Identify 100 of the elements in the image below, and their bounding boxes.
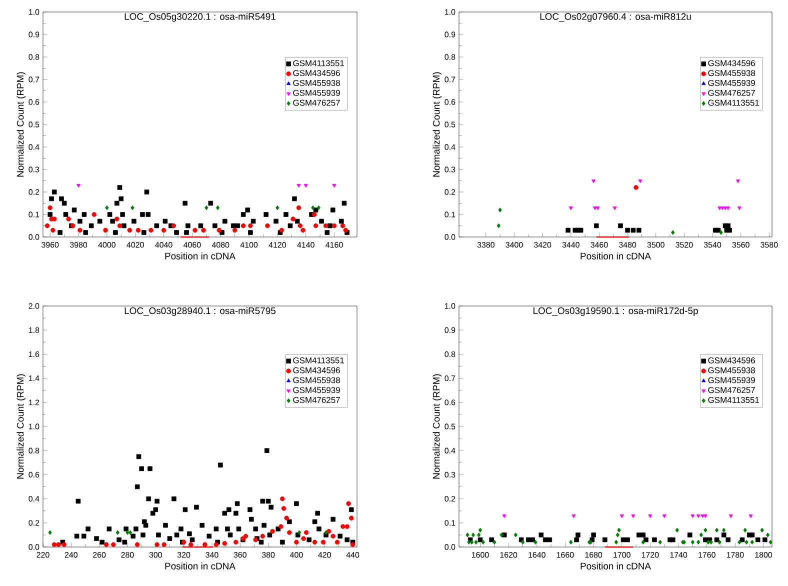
chart-title: LOC_Os03g19590.1 : osa-miR172d-5p [534, 307, 698, 316]
point [270, 528, 275, 534]
legend-label: GSM434596 [708, 60, 755, 66]
point [130, 205, 134, 210]
point [216, 228, 222, 233]
point [280, 496, 285, 502]
point [232, 228, 238, 233]
point [134, 542, 140, 547]
point [496, 223, 501, 228]
point [737, 206, 742, 210]
point [498, 208, 502, 212]
point [566, 228, 570, 233]
point [260, 534, 266, 539]
point [192, 228, 198, 233]
point [284, 516, 289, 520]
point [104, 542, 109, 547]
point [76, 184, 81, 188]
point [296, 184, 301, 188]
point [214, 542, 219, 547]
y-axis-title: Normalized Count (RPM) [432, 374, 442, 479]
point [332, 184, 336, 188]
point [240, 223, 246, 228]
point [596, 206, 600, 210]
x-axis-title: Position in cDNA [165, 252, 236, 260]
point [234, 540, 238, 545]
point [736, 179, 740, 184]
point [727, 228, 732, 233]
point [296, 205, 302, 210]
point [320, 540, 326, 545]
point [243, 534, 248, 539]
y-axis-title: Normalized Count (RPM) [16, 374, 26, 479]
chart-title: LOC_Os03g28940.1 : osa-miR5795 [124, 307, 276, 316]
point [279, 228, 284, 233]
legend-label: GSM476257 [293, 100, 340, 106]
point [162, 542, 166, 547]
point [297, 530, 302, 535]
legend-label: GSM476257 [708, 387, 755, 394]
point [312, 212, 317, 217]
legend-label: GSM455938 [708, 367, 755, 374]
point [630, 228, 636, 233]
point [287, 530, 292, 535]
legend-label: GSM455939 [293, 387, 340, 394]
point [334, 540, 340, 545]
legend-label: GSM434596 [293, 70, 340, 76]
point [344, 524, 350, 529]
point [316, 205, 320, 210]
point [62, 542, 67, 547]
point [568, 206, 573, 210]
legend-label: GSM434596 [708, 357, 755, 364]
point [48, 205, 52, 210]
point [300, 228, 306, 233]
legend-label: GSM455938 [293, 80, 340, 86]
point [638, 179, 642, 184]
point [201, 228, 206, 233]
point [52, 542, 57, 547]
point [154, 542, 160, 547]
point [216, 205, 220, 210]
legend-label: GSM476257 [293, 396, 340, 403]
legend-label: GSM4113551 [708, 396, 760, 403]
legend-label: GSM4113551 [293, 60, 344, 66]
point [330, 534, 336, 539]
point [618, 223, 623, 228]
point [116, 530, 120, 535]
legend-label: GSM4113551 [708, 100, 760, 106]
point [92, 212, 97, 217]
point [340, 223, 346, 228]
point [348, 516, 354, 520]
point [222, 540, 228, 546]
point [161, 228, 166, 233]
point [66, 216, 71, 222]
point [103, 228, 108, 233]
point [636, 228, 642, 233]
point [276, 205, 280, 210]
chart-title: LOC_Os02g07960.4 : osa-miR812u [540, 12, 691, 22]
point [126, 530, 130, 535]
x-axis-title: Position in cDNA [580, 252, 651, 260]
legend-label: GSM455938 [293, 377, 340, 384]
point [171, 223, 176, 228]
legend-label: GSM455939 [708, 377, 755, 384]
point [202, 542, 208, 547]
point [204, 205, 208, 210]
point [128, 530, 132, 535]
point [56, 542, 61, 547]
point [50, 228, 56, 233]
point [612, 206, 617, 210]
point [313, 223, 318, 228]
point [298, 223, 303, 228]
point [719, 230, 723, 235]
point [114, 216, 120, 222]
legend-label: GSM476257 [708, 90, 755, 96]
point [671, 230, 675, 235]
point [301, 536, 306, 541]
point [578, 228, 584, 233]
point [726, 223, 730, 228]
point [716, 228, 721, 233]
chart-title: LOC_Os05g30220.1 : osa-miR5491 [124, 12, 276, 22]
point [634, 185, 638, 190]
point [591, 179, 596, 184]
point [304, 530, 309, 535]
x-axis-title: Position in cDNA [580, 562, 651, 570]
